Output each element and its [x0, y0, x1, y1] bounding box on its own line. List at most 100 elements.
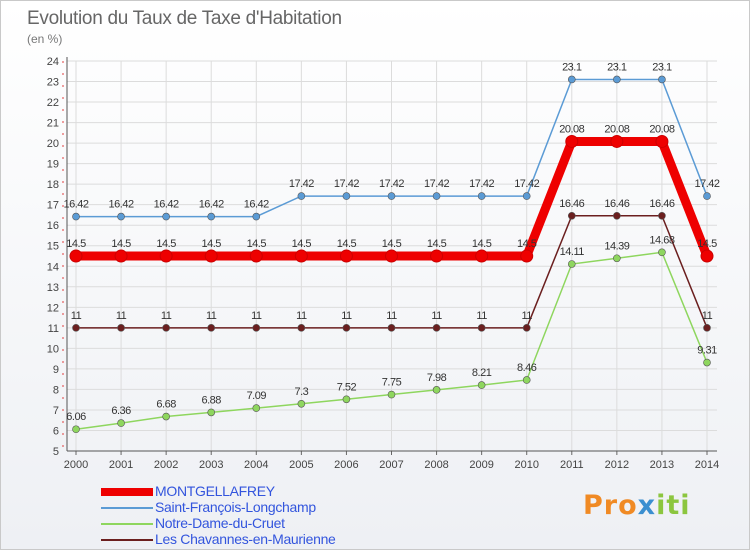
data-point	[249, 249, 263, 263]
data-point	[387, 192, 396, 200]
y-tick-label: 20	[47, 138, 59, 150]
legend-swatch	[101, 539, 153, 541]
data-label: 11	[476, 310, 487, 322]
x-tick-label: 2004	[244, 459, 268, 471]
data-point	[342, 324, 351, 332]
data-label: 14.5	[292, 238, 312, 250]
data-point	[700, 249, 714, 263]
legend-swatch	[101, 523, 153, 525]
data-label: 16.42	[244, 199, 269, 211]
data-label: 11	[431, 310, 442, 322]
x-tick-label: 2002	[154, 459, 178, 471]
legend-label: Les Chavannes-en-Maurienne	[155, 531, 336, 547]
y-tick-label: 15	[47, 241, 59, 253]
x-tick-label: 2014	[695, 459, 719, 471]
data-point	[252, 324, 261, 332]
data-point	[477, 192, 486, 200]
data-point	[432, 386, 441, 394]
y-tick-label: 6	[53, 425, 59, 437]
data-label: 14.5	[202, 238, 222, 250]
data-point	[117, 212, 125, 221]
data-label: 7.09	[247, 390, 267, 402]
data-label: 14.5	[337, 238, 357, 250]
data-point	[159, 249, 173, 263]
data-point	[565, 134, 579, 148]
data-point	[613, 211, 621, 220]
logo-part: x	[637, 490, 657, 521]
legend-item-notre-dame-du-cruet[interactable]: Notre-Dame-du-Cruet	[101, 515, 421, 532]
data-point	[658, 75, 666, 84]
data-label: 6.06	[66, 411, 86, 423]
data-label: 14.5	[156, 238, 176, 250]
data-label: 23.1	[607, 61, 627, 73]
data-label: 17.42	[694, 178, 719, 190]
y-tick-label: 16	[47, 220, 59, 232]
data-point	[567, 260, 576, 268]
data-point	[477, 324, 486, 332]
data-point	[703, 192, 711, 200]
data-label: 7.52	[337, 381, 357, 393]
data-label: 14.5	[66, 238, 86, 250]
data-point	[342, 395, 351, 404]
data-label: 7.98	[427, 372, 447, 384]
data-point	[72, 212, 80, 221]
data-point	[613, 75, 621, 84]
data-point	[567, 211, 576, 220]
y-tick-label: 22	[47, 97, 59, 109]
data-point	[297, 192, 306, 200]
data-label: 23.1	[652, 61, 672, 73]
x-tick-label: 2005	[289, 459, 313, 471]
data-label: 16.42	[109, 199, 134, 211]
data-point	[297, 324, 306, 332]
y-tick-label: 5	[53, 446, 59, 458]
legend-item-les-chavannes-en-maurienne[interactable]: Les Chavannes-en-Maurienne	[101, 531, 421, 548]
data-point	[522, 324, 531, 332]
y-tick-label: 11	[48, 323, 59, 335]
data-label: 17.42	[334, 178, 359, 190]
data-point	[72, 324, 80, 332]
data-label: 14.5	[111, 238, 131, 250]
y-tick-label: 9	[53, 364, 59, 376]
data-label: 11	[251, 310, 262, 322]
data-point	[72, 425, 80, 434]
data-point	[117, 419, 125, 427]
data-point	[520, 249, 534, 263]
legend-label: Notre-Dame-du-Cruet	[155, 515, 285, 531]
data-point	[432, 192, 441, 200]
legend-item-saint-francois-longchamp[interactable]: Saint-François-Longchamp	[101, 499, 421, 516]
logo-part: Pro	[583, 490, 638, 521]
data-label: 14.5	[247, 238, 267, 250]
data-point	[655, 134, 669, 148]
legend-label: Saint-François-Longchamp	[155, 499, 316, 515]
x-tick-label: 2000	[64, 459, 88, 471]
data-point	[162, 324, 170, 332]
data-point	[252, 212, 261, 221]
y-tick-label: 17	[47, 200, 59, 212]
legend-item-montgellafrey[interactable]: MONTGELLAFREY	[101, 483, 421, 500]
data-label: 16.46	[649, 198, 674, 210]
data-label: 14.5	[697, 238, 717, 250]
data-label: 16.42	[199, 199, 224, 211]
data-label: 16.42	[154, 199, 179, 211]
data-point	[703, 358, 711, 367]
data-label: 11	[71, 310, 82, 322]
data-point	[430, 249, 444, 263]
y-tick-label: 14	[47, 261, 59, 273]
data-point	[207, 324, 216, 332]
data-label: 20.08	[649, 123, 674, 135]
data-point	[117, 324, 125, 332]
y-tick-label: 7	[53, 405, 59, 417]
data-point	[387, 324, 396, 332]
data-point	[613, 254, 621, 263]
data-label: 16.42	[63, 199, 88, 211]
x-tick-label: 2003	[199, 459, 223, 471]
data-point	[567, 75, 576, 84]
data-point	[252, 404, 261, 412]
data-point	[387, 390, 396, 399]
data-point	[162, 212, 170, 221]
x-tick-label: 2008	[424, 459, 448, 471]
data-label: 17.42	[469, 178, 494, 190]
data-label: 9.31	[697, 345, 717, 357]
legend-swatch	[101, 507, 153, 509]
